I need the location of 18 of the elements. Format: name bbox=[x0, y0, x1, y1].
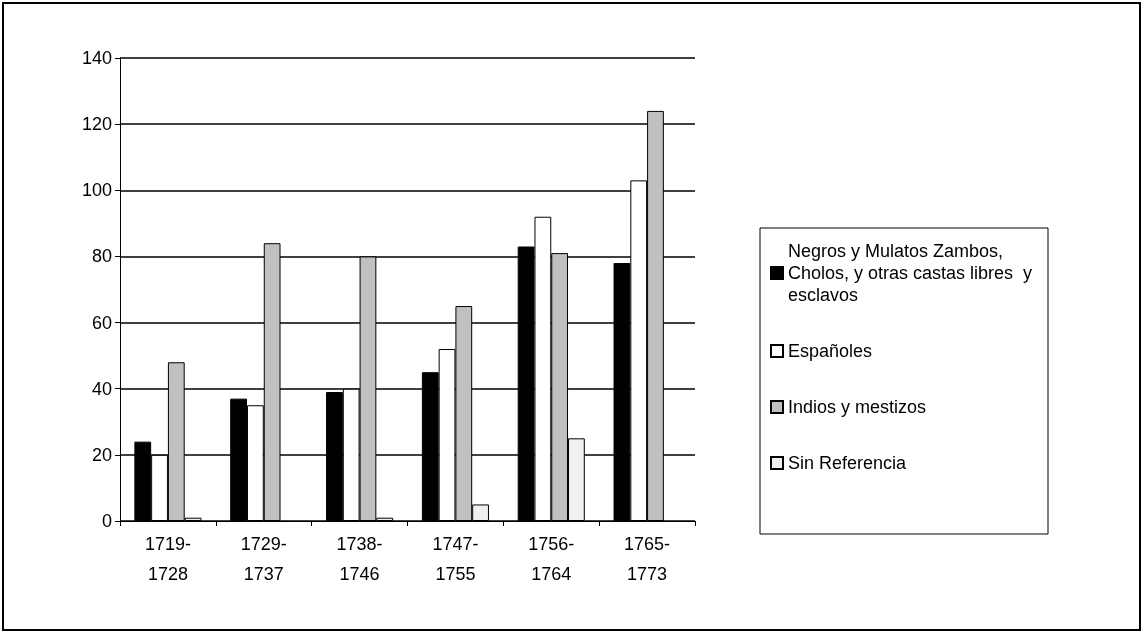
legend-label: Españoles bbox=[788, 341, 873, 361]
x-tick-label: 1719-1728 bbox=[144, 534, 191, 584]
y-tick-label: 80 bbox=[91, 246, 112, 267]
x-tick-label: 1747-1755 bbox=[432, 534, 479, 584]
y-tick-label: 0 bbox=[101, 511, 112, 531]
y-tick-label: 60 bbox=[91, 312, 112, 333]
x-tick-label: 1738-1746 bbox=[336, 534, 383, 584]
y-tick-label: 20 bbox=[91, 444, 112, 465]
legend-label: Indios y mestizos bbox=[788, 397, 927, 417]
x-tick-label: 1765-1773 bbox=[624, 534, 671, 584]
x-tick-label: 1729-1737 bbox=[240, 534, 287, 584]
x-tick-label: 1756-1764 bbox=[528, 534, 575, 584]
y-tick-label: 140 bbox=[81, 48, 112, 68]
legend-label: Sin Referencia bbox=[788, 453, 908, 473]
y-tick-label: 40 bbox=[91, 378, 112, 399]
legend-label: Negros y Mulatos Zambos, Cholos, y otras castas libres y esclavos bbox=[788, 241, 1038, 305]
y-tick-label: 100 bbox=[81, 180, 112, 201]
y-tick-label: 120 bbox=[81, 114, 112, 135]
